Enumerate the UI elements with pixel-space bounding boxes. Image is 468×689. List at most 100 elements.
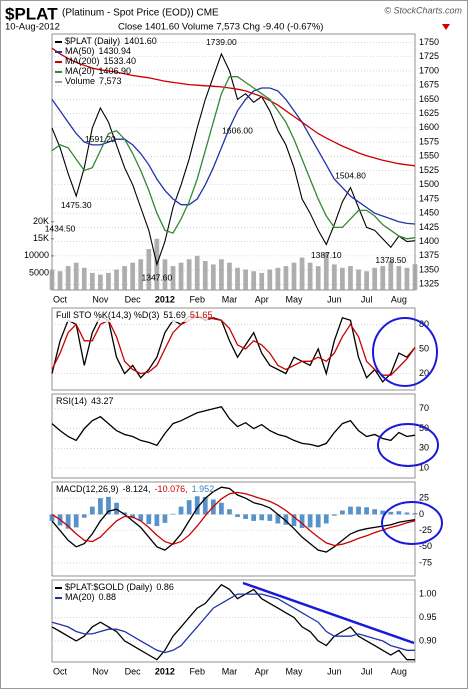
legend-entry: MA(20) 1406.90: [65, 66, 131, 76]
bar: [267, 269, 273, 290]
bar: [235, 267, 240, 290]
x-tick-label: Mar: [222, 294, 238, 304]
series-line: [51, 406, 416, 448]
bar: [243, 269, 248, 290]
bar: [186, 500, 192, 515]
y-tick-label: 1625: [419, 108, 439, 118]
bar: [331, 264, 337, 290]
x-tick-label: 2012: [155, 666, 175, 676]
price-annotation: 1347.60: [141, 273, 172, 283]
bar: [307, 262, 313, 290]
bar: [98, 498, 103, 515]
y-tick-label: 1750: [419, 37, 439, 47]
y-tick-label: 0.95: [419, 612, 437, 622]
bar: [73, 262, 79, 290]
bar: [412, 264, 418, 290]
bar: [146, 249, 152, 290]
legend-value: 1401.60: [124, 36, 157, 46]
bar: [364, 507, 369, 515]
bar: [202, 260, 208, 290]
legend-value: 51.69: [163, 310, 186, 320]
x-tick-label: Oct: [53, 666, 68, 676]
price-annotation: 1739.00: [206, 37, 237, 47]
bar: [89, 506, 95, 515]
series-line: [51, 315, 416, 383]
bar: [299, 514, 305, 529]
panel-title: RSI(14): [56, 396, 87, 406]
y2-tick-label: 20K: [33, 216, 49, 226]
bar: [170, 266, 176, 290]
bar: [299, 257, 305, 290]
x-tick-label: Dec: [125, 294, 142, 304]
legend-name: Volume: [65, 76, 95, 86]
y-tick-label: 1475: [419, 193, 439, 203]
x-tick-label: Jun: [327, 294, 342, 304]
x-tick-label: Nov: [92, 666, 109, 676]
x-tick-label: Aug: [391, 294, 407, 304]
legend-entry: $PLAT (Daily) 1401.60: [65, 36, 157, 46]
x-tick-label: Dec: [125, 666, 142, 676]
y2-tick-label: 10000: [24, 250, 49, 260]
bar: [81, 514, 87, 518]
bar: [291, 514, 297, 527]
legend-bg: [54, 310, 209, 322]
y-tick-label: 1650: [419, 94, 439, 104]
bar: [259, 272, 265, 290]
bar: [404, 267, 410, 290]
bar: [65, 266, 71, 290]
bar: [162, 514, 168, 523]
y-tick-label: 1425: [419, 222, 439, 232]
bar: [348, 506, 353, 515]
series-line: [51, 87, 416, 225]
bar: [89, 272, 95, 290]
bar: [388, 260, 394, 290]
bar: [372, 509, 378, 515]
legend-entry: $PLAT:$GOLD (Daily) 0.86: [65, 582, 174, 592]
bar: [259, 514, 265, 521]
date: 10-Aug-2012: [5, 22, 60, 33]
legend-value: -8.124,: [123, 484, 151, 494]
bar: [315, 266, 321, 290]
marks: 1325 1350 1375 1400 1425 1450 1475 1500 1525 1550…: [24, 33, 439, 676]
series-line: [51, 52, 416, 267]
bar: [178, 506, 184, 515]
bar: [235, 514, 240, 518]
y-tick-label: 1725: [419, 51, 439, 61]
legend-name: MA(20): [65, 592, 95, 602]
price-annotation: 1387.10: [311, 250, 342, 260]
bar: [396, 511, 402, 515]
bar: [106, 496, 111, 515]
y-tick-label: 1450: [419, 208, 439, 218]
bar: [283, 266, 289, 290]
y-tick-label: 1400: [419, 236, 439, 246]
legend-name: MA(50): [65, 46, 95, 56]
bar: [412, 513, 418, 515]
panel-frame: [51, 579, 416, 663]
legend-value: 0.86: [156, 582, 174, 592]
bar: [122, 512, 127, 515]
bar: [275, 514, 281, 524]
bar: [227, 509, 232, 515]
x-tick-label: Nov: [92, 294, 109, 304]
bar: [154, 514, 160, 527]
x-tick-label: Feb: [189, 294, 205, 304]
legend-value: 1406.90: [99, 66, 132, 76]
bar: [380, 266, 386, 290]
bar: [348, 266, 353, 290]
bar: [283, 514, 289, 525]
legend-entry: Volume 7,573: [65, 76, 122, 86]
bar: [307, 514, 313, 528]
y-tick-label: 1.00: [419, 588, 437, 598]
legend-name: $PLAT:$GOLD (Daily): [65, 582, 152, 592]
legend-bg: [54, 396, 114, 408]
bar: [202, 496, 208, 515]
highlight-circle: [377, 423, 439, 467]
legend-value: -10.076,: [155, 484, 188, 494]
y-tick-label: 1350: [419, 264, 439, 274]
legend-value: 51.65: [190, 310, 213, 320]
price-annotation: 1434.50: [45, 223, 76, 233]
legend-bg: [54, 484, 207, 496]
price-annotation: 1504.80: [335, 170, 366, 180]
legend-name: $PLAT (Daily): [65, 36, 120, 46]
quote: Close 1401.60 Volume 7,573 Chg -9.40 (-0…: [118, 22, 323, 33]
